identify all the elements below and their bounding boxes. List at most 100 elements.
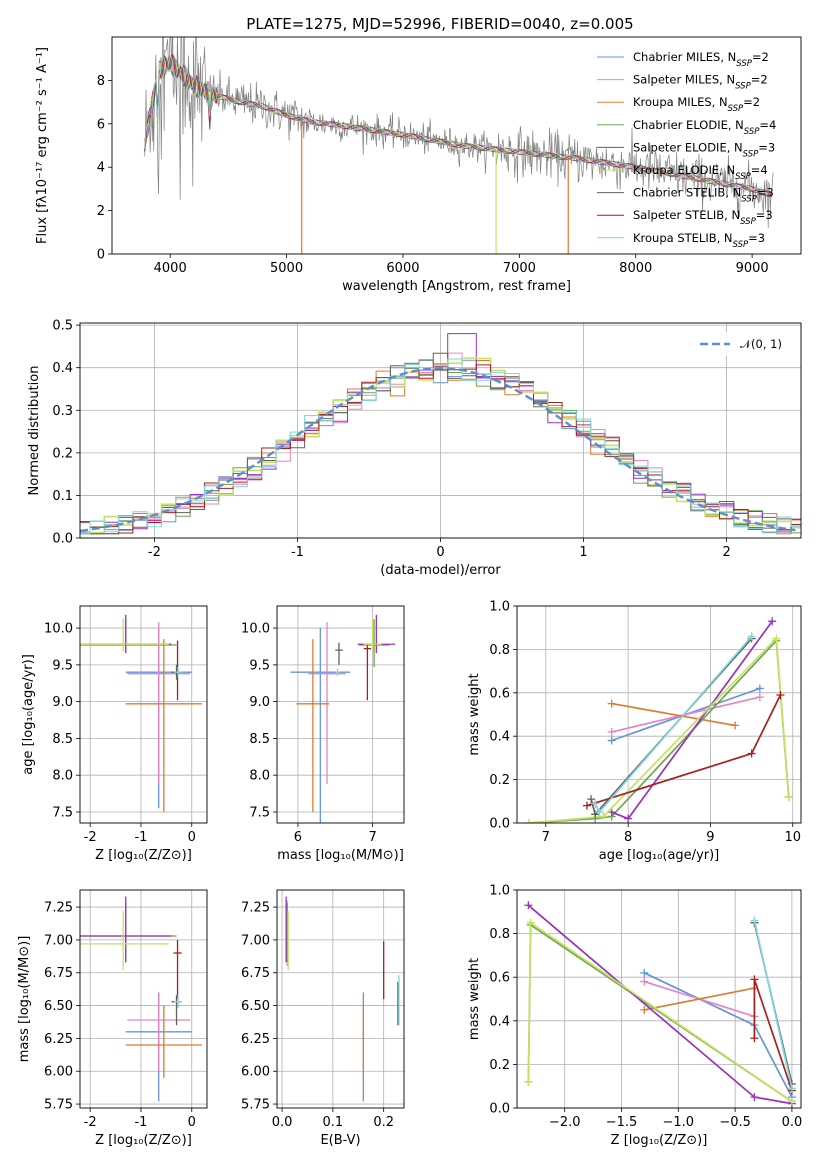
y-tick-label: 0 [97,248,105,263]
y-tick-label: 0.6 [489,686,510,701]
panel-residuals: -2 -1 0 1 2 0.0 0.1 0.2 0.3 0.4 0.5 (data-model)/er… [27,319,802,578]
y-tick-label: 9.5 [249,658,270,673]
x-tick-label: −1.0 [663,1115,695,1130]
y-tick-label: 7.5 [249,805,270,820]
y-tick-label: 6.25 [44,1032,73,1047]
legend-entry: 𝒩(0, 1) [740,337,782,351]
x-tick-label: 9000 [736,261,769,276]
y-tick-label: 1.0 [489,884,510,899]
errorbar-point [125,639,202,812]
errorbar-point [127,622,191,785]
y-axis-label: mass [log₁₀(M/M⊙)] [17,936,32,1063]
weight-marker [768,617,777,626]
weight-marker [607,808,616,817]
x-tick-label: 9 [706,830,714,845]
plot-area [80,896,202,1102]
plot-area [290,614,396,823]
x-tick-label: 0.1 [323,1115,344,1130]
y-tick-label: 7.5 [52,805,73,820]
y-tick-label: 6.50 [241,999,270,1014]
weight-marker [731,721,740,730]
errorbar-point [296,639,330,812]
x-tick-label: 0 [188,1115,196,1130]
x-tick-label: 2 [722,545,730,560]
x-tick-label: 7 [542,830,550,845]
y-tick-label: 6.75 [44,966,73,981]
errorbar-point [335,668,340,676]
x-tick-label: 0 [188,830,196,845]
errorbar-point [359,619,390,668]
axes-frame [276,889,405,1109]
y-tick-label: 8.5 [249,732,270,747]
y-tick-label: 0.4 [52,361,73,376]
y-tick-label: 0.0 [489,1102,510,1117]
weight-marker [640,977,649,986]
y-tick-label: 10.0 [44,622,73,637]
weight-marker [787,1097,796,1106]
y-tick-label: 6.00 [241,1065,270,1080]
panel-mass-vs-EBV: 0.0 0.1 0.2 5.75 6.00 6.25 6.50 6.75 7.00 7.25 E(B… [241,889,405,1148]
y-tick-label: 0.4 [489,730,510,745]
x-tick-label: -1 [134,830,147,845]
y-tick-label: 0.3 [52,404,73,419]
legend-entry: Kroupa ELODIE, NSSP=4 [633,163,768,182]
y-tick-label: 8.5 [52,732,73,747]
x-tick-label: 0 [436,545,444,560]
legend-entry: Chabrier ELODIE, NSSP=4 [633,118,776,137]
y-tick-label: 1.0 [489,600,510,615]
x-tick-label: -2 [84,830,97,845]
plot-area [80,614,202,812]
x-axis-label: Z [log₁₀(Z/Z⊙)] [95,848,192,863]
normal-curve [80,366,796,533]
y-tick-label: 7.00 [241,933,270,948]
x-tick-label: 8000 [619,261,652,276]
x-axis-label: Z [log₁₀(Z/Z⊙)] [611,1133,708,1148]
x-tick-label: -2 [84,1115,97,1130]
legend-entry: Salpeter ELODIE, NSSP=3 [633,140,775,159]
x-tick-label: 0.0 [272,1115,293,1130]
weight-marker [755,684,764,693]
weight-marker [607,699,616,708]
y-tick-label: 6.75 [241,966,270,981]
errorbar-point [335,642,343,665]
x-tick-label: 1 [579,545,587,560]
weight-marker [607,727,616,736]
y-axis-label: mass weight [467,673,482,755]
errorbar-point [308,622,346,785]
x-tick-label: −2.0 [549,1115,581,1130]
x-tick-label: 4000 [154,261,187,276]
weight-marker [591,810,600,819]
axes-frame [516,889,802,1109]
legend-entry: Salpeter STELIB, NSSP=3 [633,208,773,227]
x-tick-label: 8 [624,830,632,845]
y-tick-label: 0.5 [52,319,73,334]
x-tick-label: 0.0 [782,1115,803,1130]
weight-marker [750,1093,759,1102]
legend-entry: Chabrier STELIB, NSSP=3 [633,186,774,205]
y-tick-label: 5.75 [44,1098,73,1113]
y-tick-label: 5.75 [241,1098,270,1113]
panel-mass-vs-Z: -2 -1 0 5.75 6.00 6.25 6.50 6.75 7.00 7.25 Z [log₁… [17,889,208,1148]
plot-area [144,37,774,254]
y-tick-label: 0.2 [489,1058,510,1073]
plot-area [524,901,796,1108]
weight-marker [526,918,535,927]
y-tick-label: 8.0 [249,769,270,784]
errorbar-point [80,896,172,963]
y-tick-label: 6 [97,117,105,132]
y-tick-label: 9.0 [249,695,270,710]
panel-weight-vs-age: 7 8 9 10 0.0 0.2 0.4 0.6 0.8 1.0 age [log₁₀(age/yr… [467,600,802,863]
panel-spectrum: 4000 5000 6000 7000 8000 9000 0 2 4 6 8 wavelength … [35,36,802,294]
legend-entry: Kroupa STELIB, NSSP=3 [633,231,765,250]
x-tick-label: −1.5 [606,1115,638,1130]
weight-marker [640,968,649,977]
plot-area [80,333,801,535]
y-tick-label: 6.50 [44,999,73,1014]
weight-marker [776,690,785,699]
y-tick-label: 6.00 [44,1065,73,1080]
y-axis-label: mass weight [467,958,482,1040]
weight-marker [755,693,764,702]
weight-marker [750,916,759,925]
weight-marker [750,1034,759,1043]
weight-marker [624,814,633,823]
